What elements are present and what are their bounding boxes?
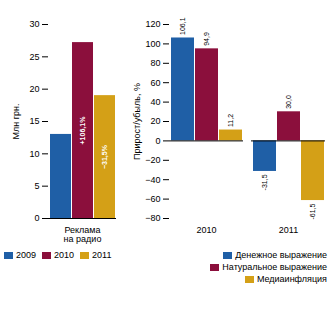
svg-text:11,2: 11,2 <box>227 114 234 127</box>
svg-text:−31,5%: −31,5% <box>101 144 109 169</box>
svg-text:-61,5: -61,5 <box>309 203 316 219</box>
svg-text:100: 100 <box>145 39 160 49</box>
svg-text:40: 40 <box>150 97 160 107</box>
html-text:Денежное выражение: Денежное выражение <box>235 250 327 260</box>
html-text:2010: 2010 <box>54 250 75 260</box>
svg-text:Рекламана радио: Рекламана радио <box>64 225 102 244</box>
svg-text:15: 15 <box>29 116 39 126</box>
svg-text:−40: −40 <box>145 175 160 185</box>
html-text:2011: 2011 <box>92 250 112 260</box>
svg-text:20: 20 <box>150 116 160 126</box>
html-text:Натуральное выражение: Натуральное выражение <box>222 262 327 272</box>
svg-text:94,9: 94,9 <box>203 32 210 46</box>
svg-text:2010: 2010 <box>196 225 216 235</box>
svg-text:-31,5: -31,5 <box>261 174 268 190</box>
html-text:2009: 2009 <box>16 250 36 260</box>
html-text:Медиаинфляция: Медиаинфляция <box>256 274 327 284</box>
svg-text:5: 5 <box>34 181 39 191</box>
svg-text:80: 80 <box>150 58 160 68</box>
svg-text:20: 20 <box>29 84 39 94</box>
svg-text:60: 60 <box>150 78 160 88</box>
svg-text:120: 120 <box>145 19 160 29</box>
svg-text:Млн грн.: Млн грн. <box>11 104 21 140</box>
svg-text:+106,1%: +106,1% <box>79 116 87 145</box>
svg-text:106,1: 106,1 <box>179 17 186 35</box>
svg-text:2011: 2011 <box>279 225 298 235</box>
svg-text:10: 10 <box>29 149 39 159</box>
svg-text:−20: −20 <box>145 155 160 165</box>
svg-text:−80: −80 <box>145 213 160 223</box>
svg-text:Прирост/убыль, %: Прирост/убыль, % <box>132 83 142 160</box>
svg-text:0: 0 <box>34 213 39 223</box>
svg-text:30,0: 30,0 <box>285 95 292 109</box>
svg-text:−60: −60 <box>145 194 160 204</box>
svg-text:0: 0 <box>155 136 160 146</box>
svg-text:25: 25 <box>29 52 39 62</box>
svg-text:30: 30 <box>29 19 39 29</box>
